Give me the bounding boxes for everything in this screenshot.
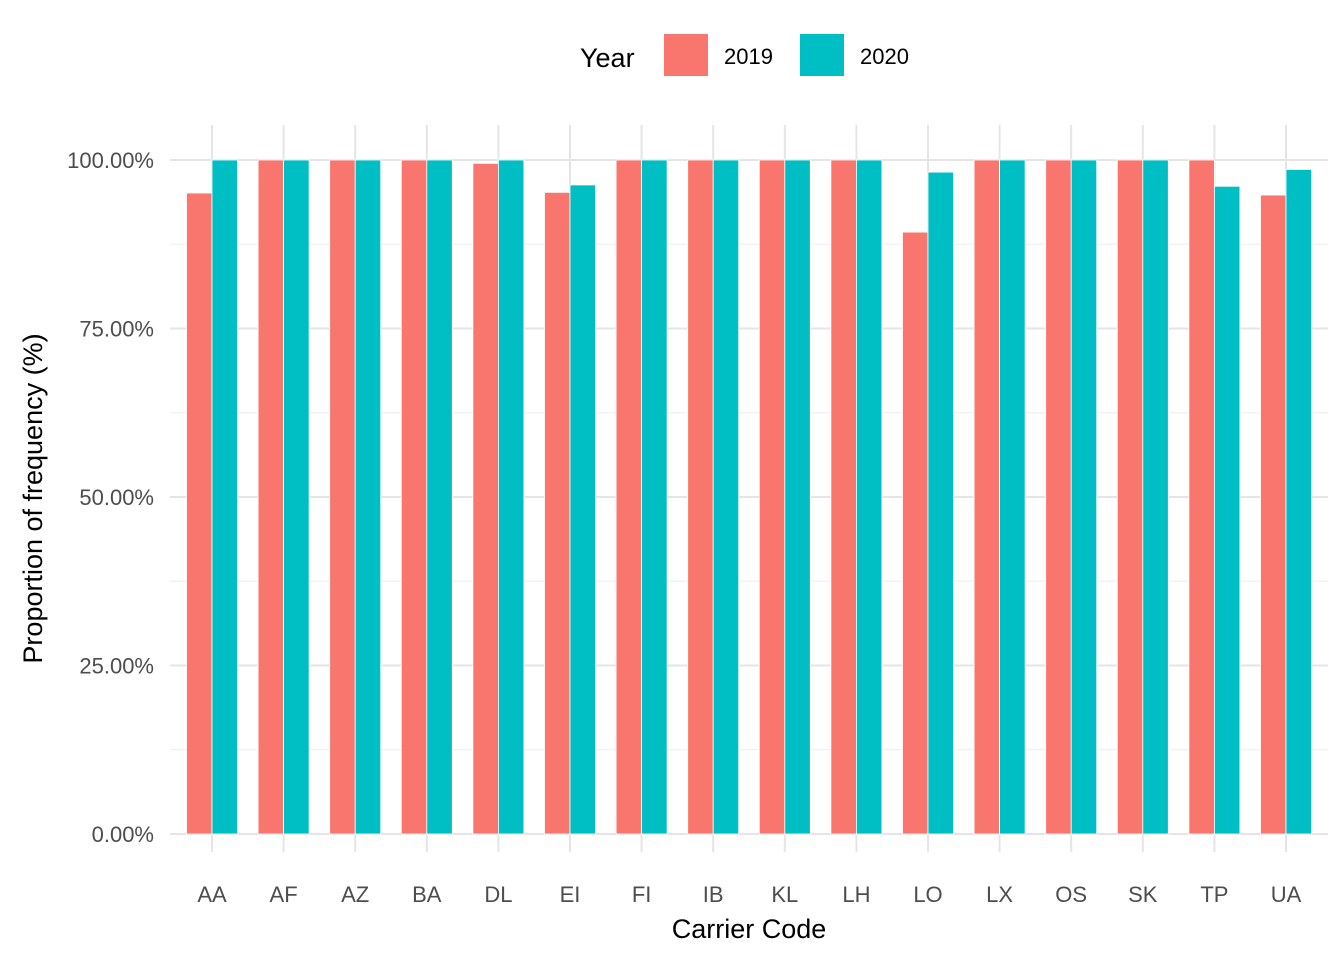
bar-2019-SK	[1116, 159, 1144, 835]
y-axis-tick-labels: 0.00% 25.00% 50.00% 75.00% 100.00%	[67, 148, 154, 847]
legend-label-2019: 2019	[724, 44, 773, 69]
bar-2020-BA	[426, 159, 453, 835]
bar-2019-FI	[615, 159, 642, 835]
bar-2020-AA	[211, 159, 238, 835]
bar-2019-OS	[1045, 159, 1072, 835]
x-tick-label: KL	[771, 882, 798, 907]
legend: Year 2019 2020	[580, 34, 909, 76]
x-tick-label: UA	[1271, 882, 1302, 907]
bar-2019-LO	[902, 231, 929, 835]
bar-2020-FI	[641, 159, 668, 835]
bar-2019-KL	[758, 159, 786, 835]
x-tick-label: FI	[632, 882, 652, 907]
x-tick-label: LH	[842, 882, 870, 907]
x-tick-label: AA	[197, 882, 227, 907]
bar-2019-BA	[400, 159, 428, 835]
legend-title: Year	[580, 43, 635, 73]
x-tick-label: AZ	[341, 882, 369, 907]
legend-swatch-2019	[664, 34, 708, 76]
x-tick-label: OS	[1055, 882, 1087, 907]
bar-2019-AZ	[329, 159, 356, 835]
x-tick-label: IB	[703, 882, 724, 907]
bars	[186, 159, 1312, 835]
bar-2019-EI	[544, 191, 571, 835]
x-axis-title: Carrier Code	[672, 914, 827, 944]
legend-swatch-2020	[800, 34, 844, 76]
bar-2020-LO	[927, 171, 954, 835]
bar-2020-AF	[283, 159, 310, 835]
bar-2019-UA	[1260, 194, 1287, 835]
legend-label-2020: 2020	[860, 44, 909, 69]
bar-2020-IB	[712, 159, 740, 835]
x-tick-label: LO	[913, 882, 942, 907]
bar-2020-DL	[497, 159, 525, 835]
x-axis-tick-labels: AA AF AZ BA DL EI FI IB KL LH LO LX OS SK TP UA	[197, 882, 1301, 907]
bar-2020-LH	[856, 159, 883, 835]
bar-2019-AA	[186, 192, 213, 835]
bar-2019-IB	[687, 159, 714, 835]
bar-2020-KL	[784, 159, 811, 835]
y-tick-label: 100.00%	[67, 148, 154, 173]
bar-2020-LX	[999, 159, 1026, 835]
y-tick-label: 25.00%	[79, 654, 154, 679]
bar-2020-OS	[1070, 159, 1098, 835]
x-tick-label: TP	[1200, 882, 1228, 907]
bar-2020-SK	[1142, 159, 1169, 835]
y-tick-label: 0.00%	[92, 822, 154, 847]
bar-2020-AZ	[354, 159, 382, 835]
x-tick-label: LX	[986, 882, 1013, 907]
x-tick-label: DL	[484, 882, 512, 907]
bar-2020-TP	[1214, 185, 1241, 835]
y-axis-title: Proportion of frequency (%)	[18, 333, 48, 663]
x-tick-label: SK	[1128, 882, 1158, 907]
bar-2020-UA	[1285, 169, 1312, 835]
bar-2020-EI	[569, 184, 596, 835]
bar-2019-AF	[257, 159, 285, 835]
bar-2019-LX	[973, 159, 1000, 835]
x-tick-label: EI	[560, 882, 581, 907]
bar-2019-LH	[830, 159, 857, 835]
bar-2019-TP	[1188, 159, 1215, 835]
bar-2019-DL	[472, 162, 499, 835]
x-tick-label: BA	[412, 882, 442, 907]
y-tick-label: 50.00%	[79, 485, 154, 510]
x-tick-label: AF	[270, 882, 298, 907]
y-tick-label: 75.00%	[79, 317, 154, 342]
